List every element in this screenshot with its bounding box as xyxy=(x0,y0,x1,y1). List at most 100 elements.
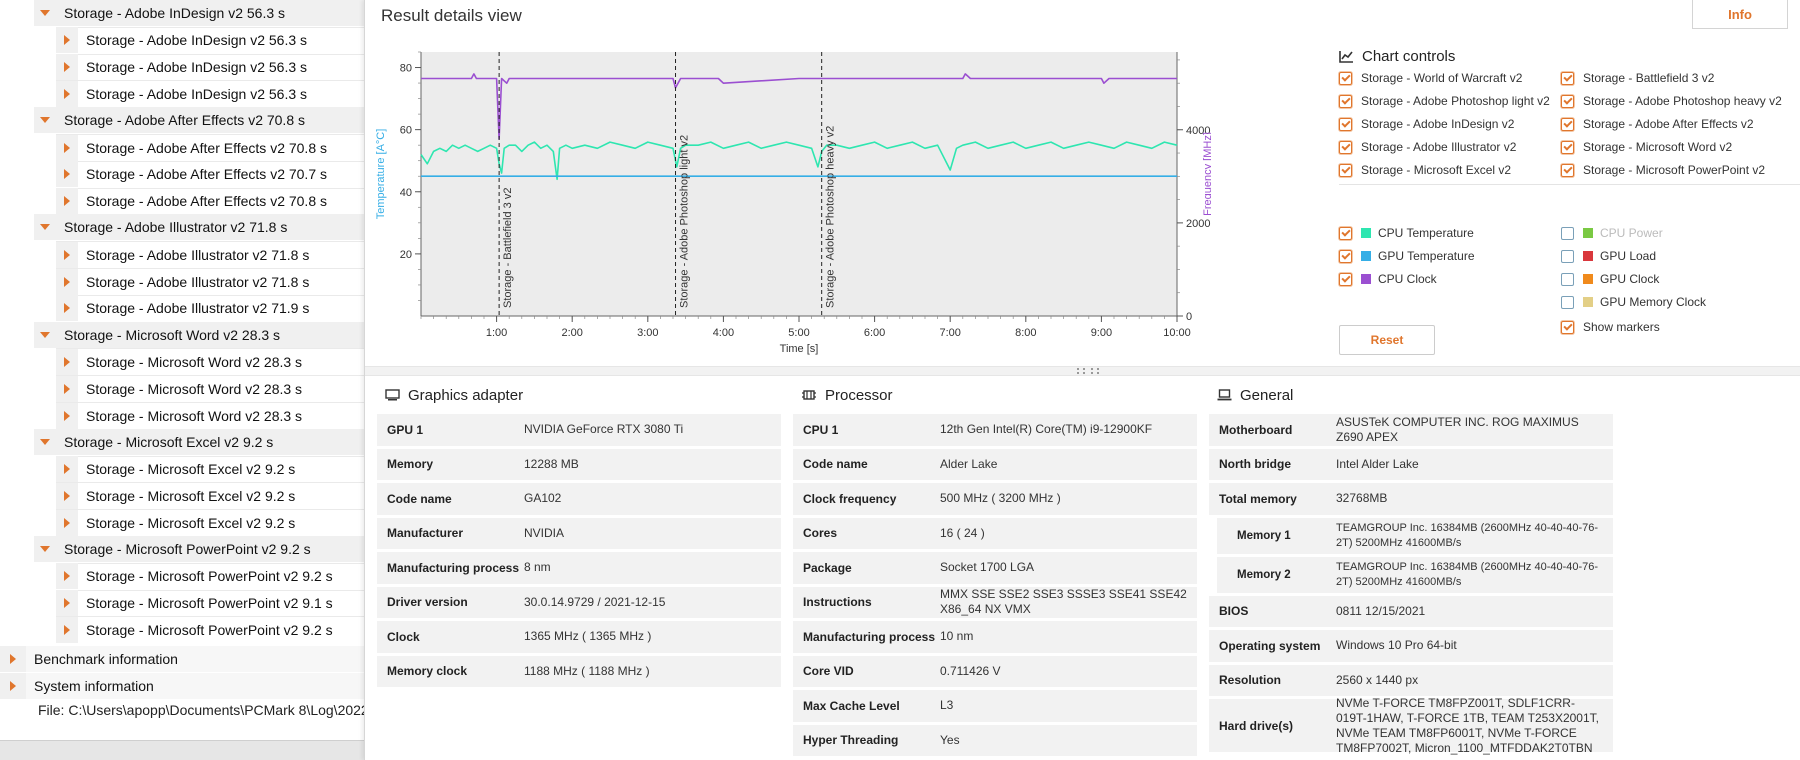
tree-top-row[interactable]: System information xyxy=(0,673,380,699)
caret-down-icon[interactable] xyxy=(34,322,56,348)
chart-control-row[interactable]: GPU Temperature xyxy=(1339,249,1475,263)
tree-item-row[interactable]: Storage - Microsoft Word v2 28.3 s xyxy=(56,348,380,375)
tree-item-row[interactable]: Storage - Microsoft Word v2 28.3 s xyxy=(56,375,380,402)
chart-control-row[interactable]: CPU Temperature xyxy=(1339,226,1474,240)
checkbox-checked[interactable] xyxy=(1561,163,1574,177)
checkbox-checked[interactable] xyxy=(1339,249,1352,263)
tree-item-row[interactable]: Storage - Adobe After Effects v2 70.8 s xyxy=(56,134,380,161)
graphics-adapter-label: Graphics adapter xyxy=(408,386,524,404)
series-line-cpu-temperature[interactable] xyxy=(420,141,1178,181)
chart-control-row[interactable]: Storage - Adobe Photoshop heavy v2 xyxy=(1561,94,1782,108)
caret-right-icon[interactable] xyxy=(56,54,78,81)
caret-right-icon[interactable] xyxy=(56,134,78,161)
caret-down-icon[interactable] xyxy=(34,214,56,240)
panel-splitter[interactable] xyxy=(365,366,1800,376)
caret-right-icon[interactable] xyxy=(56,456,78,483)
sensor-chart[interactable]: 1:00 2:00 3:00 4:00 5:00 6:00 7:00 8:00 9:00 10:0… xyxy=(371,42,1211,362)
tree-item-row[interactable]: Storage - Adobe InDesign v2 56.3 s xyxy=(56,53,380,81)
chart-control-row[interactable]: Show markers xyxy=(1561,320,1660,334)
tree-group-row[interactable]: Storage - Adobe Illustrator v2 71.8 s xyxy=(34,214,380,241)
chart-control-row[interactable]: Storage - Battlefield 3 v2 xyxy=(1561,71,1714,85)
caret-right-icon[interactable] xyxy=(56,161,78,188)
tree-item-row[interactable]: Storage - Microsoft PowerPoint v2 9.2 s xyxy=(56,562,380,590)
tree-item-row[interactable]: Storage - Microsoft Word v2 28.3 s xyxy=(56,402,380,429)
tree-item-row[interactable]: Storage - Microsoft Excel v2 9.2 s xyxy=(56,455,380,483)
checkbox-checked[interactable] xyxy=(1561,117,1574,131)
caret-right-icon[interactable] xyxy=(56,348,78,375)
chart-control-row[interactable]: Storage - Adobe InDesign v2 xyxy=(1339,117,1514,131)
caret-right-icon[interactable] xyxy=(56,616,78,643)
caret-right-icon[interactable] xyxy=(56,402,78,429)
info-row: Memory 1 TEAMGROUP Inc. 16384MB (2600MHz … xyxy=(1217,517,1613,557)
caret-right-icon[interactable] xyxy=(56,482,78,509)
checkbox-unchecked[interactable] xyxy=(1561,295,1574,309)
tree-item-row[interactable]: Storage - Adobe InDesign v2 56.3 s xyxy=(56,26,380,54)
checkbox-unchecked[interactable] xyxy=(1561,226,1574,240)
checkbox-checked[interactable] xyxy=(1339,117,1352,131)
splitter-grip-icon[interactable] xyxy=(1077,368,1099,374)
caret-right-icon[interactable] xyxy=(0,673,26,699)
checkbox-checked[interactable] xyxy=(1561,320,1574,334)
tree-group-row[interactable]: Storage - Adobe InDesign v2 56.3 s xyxy=(34,0,380,26)
caret-right-icon[interactable] xyxy=(56,27,78,54)
checkbox-checked[interactable] xyxy=(1339,71,1352,85)
tree-item-row[interactable]: Storage - Adobe After Effects v2 70.7 s xyxy=(56,160,380,188)
chart-control-row[interactable]: Storage - Adobe Photoshop light v2 xyxy=(1339,94,1550,108)
tree-group-row[interactable]: Storage - Adobe After Effects v2 70.8 s xyxy=(34,107,380,134)
caret-right-icon[interactable] xyxy=(56,590,78,617)
series-line-cpu-clock[interactable] xyxy=(421,73,1177,140)
chart-control-row[interactable]: Storage - Microsoft Excel v2 xyxy=(1339,163,1511,177)
chart-control-row[interactable]: CPU Clock xyxy=(1339,272,1437,286)
info-button[interactable]: Info xyxy=(1692,0,1788,29)
caret-right-icon[interactable] xyxy=(56,80,78,107)
checkbox-checked[interactable] xyxy=(1339,163,1352,177)
tree-item-row[interactable]: Storage - Adobe InDesign v2 56.3 s xyxy=(56,80,380,107)
reset-button[interactable]: Reset xyxy=(1339,325,1435,355)
chart-control-row[interactable]: Storage - Adobe After Effects v2 xyxy=(1561,117,1754,131)
caret-right-icon[interactable] xyxy=(0,646,26,673)
tree-item-row[interactable]: Storage - Microsoft PowerPoint v2 9.2 s xyxy=(56,616,380,643)
chart-control-row[interactable]: CPU Power xyxy=(1561,226,1663,240)
tree-item-label: Storage - Microsoft Excel v2 9.2 s xyxy=(86,461,296,478)
tree-top-row[interactable]: Benchmark information xyxy=(0,646,380,673)
horizontal-scrollbar[interactable] xyxy=(0,740,380,760)
caret-down-icon[interactable] xyxy=(34,0,56,26)
caret-right-icon[interactable] xyxy=(56,241,78,268)
tree-group-row[interactable]: Storage - Microsoft Excel v2 9.2 s xyxy=(34,428,380,455)
chart-control-row[interactable]: Storage - World of Warcraft v2 xyxy=(1339,71,1522,85)
caret-right-icon[interactable] xyxy=(56,375,78,402)
chart-control-row[interactable]: Storage - Microsoft PowerPoint v2 xyxy=(1561,163,1765,177)
info-value: ASUSTeK COMPUTER INC. ROG MAXIMUS Z690 A… xyxy=(1336,414,1579,444)
tree-item-row[interactable]: Storage - Adobe After Effects v2 70.8 s xyxy=(56,187,380,215)
caret-down-icon[interactable] xyxy=(34,107,56,133)
checkbox-checked[interactable] xyxy=(1339,94,1352,108)
tree-item-row[interactable]: Storage - Adobe Illustrator v2 71.9 s xyxy=(56,294,380,322)
checkbox-unchecked[interactable] xyxy=(1561,272,1574,286)
caret-right-icon[interactable] xyxy=(56,268,78,295)
caret-down-icon[interactable] xyxy=(34,536,56,562)
caret-down-icon[interactable] xyxy=(34,429,56,455)
tree-group-row[interactable]: Storage - Microsoft Word v2 28.3 s xyxy=(34,321,380,348)
checkbox-unchecked[interactable] xyxy=(1561,249,1574,263)
tree-item-row[interactable]: Storage - Microsoft PowerPoint v2 9.1 s xyxy=(56,589,380,617)
chart-control-row[interactable]: GPU Load xyxy=(1561,249,1656,263)
caret-right-icon[interactable] xyxy=(56,563,78,590)
tree-item-row[interactable]: Storage - Adobe Illustrator v2 71.8 s xyxy=(56,268,380,295)
checkbox-checked[interactable] xyxy=(1561,94,1574,108)
chart-control-row[interactable]: Storage - Adobe Illustrator v2 xyxy=(1339,140,1516,154)
tree-group-row[interactable]: Storage - Microsoft PowerPoint v2 9.2 s xyxy=(34,536,380,562)
checkbox-checked[interactable] xyxy=(1339,226,1352,240)
chart-control-row[interactable]: GPU Clock xyxy=(1561,272,1659,286)
chart-control-row[interactable]: Storage - Microsoft Word v2 xyxy=(1561,140,1732,154)
tree-item-row[interactable]: Storage - Adobe Illustrator v2 71.8 s xyxy=(56,241,380,268)
caret-right-icon[interactable] xyxy=(56,295,78,322)
checkbox-checked[interactable] xyxy=(1561,140,1574,154)
tree-item-row[interactable]: Storage - Microsoft Excel v2 9.2 s xyxy=(56,509,380,536)
checkbox-checked[interactable] xyxy=(1339,140,1352,154)
caret-right-icon[interactable] xyxy=(56,188,78,215)
checkbox-checked[interactable] xyxy=(1561,71,1574,85)
caret-right-icon[interactable] xyxy=(56,509,78,536)
checkbox-checked[interactable] xyxy=(1339,272,1352,286)
chart-control-row[interactable]: GPU Memory Clock xyxy=(1561,295,1706,309)
tree-item-row[interactable]: Storage - Microsoft Excel v2 9.2 s xyxy=(56,482,380,509)
